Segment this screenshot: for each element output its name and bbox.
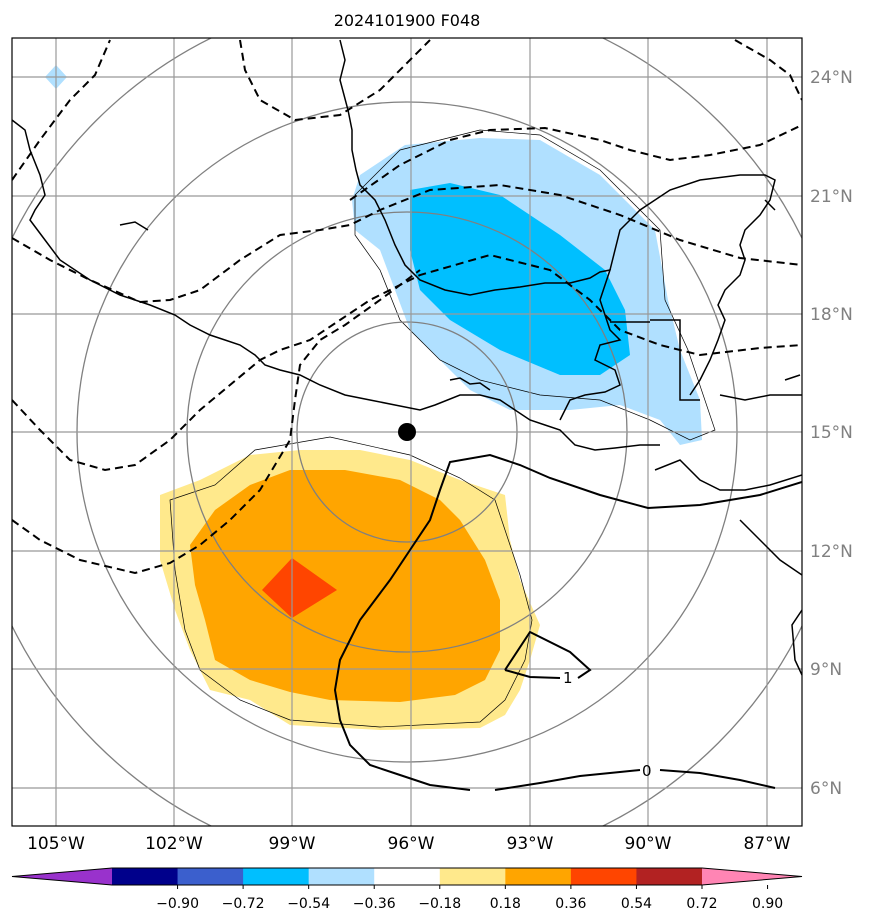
lon-label: 90°W bbox=[625, 834, 672, 854]
lat-label: 18°N bbox=[810, 305, 853, 325]
storm-center-marker bbox=[398, 423, 416, 441]
colorbar-segment bbox=[570, 868, 637, 885]
negative-anomaly-medium bbox=[410, 183, 630, 375]
colorbar-tick-label: 0.36 bbox=[555, 896, 586, 912]
colorbar-segment bbox=[112, 868, 179, 885]
colorbar-tick-label: 0.18 bbox=[490, 896, 521, 912]
positive-anomaly-medium bbox=[190, 470, 500, 702]
map-frame bbox=[11, 37, 803, 827]
colorbar-extend-high bbox=[702, 868, 802, 885]
colorbar-tick-label: −0.36 bbox=[353, 896, 396, 912]
contour-label-0: 0 bbox=[642, 762, 652, 780]
colorbar-tick-label: −0.90 bbox=[156, 896, 199, 912]
colorbar-tick-label: −0.18 bbox=[418, 896, 461, 912]
lon-label: 96°W bbox=[388, 834, 435, 854]
lat-label: 6°N bbox=[810, 779, 842, 799]
colorbar-segment bbox=[177, 868, 244, 885]
colorbar: −0.90 −0.72 −0.54 −0.36 −0.18 0.18 0.36 0.54 0.7… bbox=[11, 867, 803, 912]
lat-labels: 24°N 21°N 18°N 15°N 12°N 9°N 6°N bbox=[810, 68, 853, 799]
lon-label: 105°W bbox=[27, 834, 85, 854]
map-area: 1 0 bbox=[12, 38, 802, 826]
colorbar-segment bbox=[505, 868, 572, 885]
lat-label: 9°N bbox=[810, 660, 842, 680]
lon-label: 102°W bbox=[145, 834, 203, 854]
solid-contours bbox=[333, 453, 802, 791]
map-title: 2024101900 F048 bbox=[334, 11, 481, 30]
lat-label: 21°N bbox=[810, 187, 853, 207]
lon-label: 93°W bbox=[507, 834, 554, 854]
contour-label-1: 1 bbox=[563, 669, 573, 687]
lon-label: 87°W bbox=[744, 834, 791, 854]
colorbar-extend-low bbox=[12, 868, 112, 885]
lat-label: 24°N bbox=[810, 68, 853, 88]
colorbar-segment bbox=[374, 868, 441, 885]
lon-label: 99°W bbox=[269, 834, 316, 854]
coastlines bbox=[12, 39, 802, 676]
lon-labels: 105°W 102°W 99°W 96°W 93°W 90°W 87°W bbox=[27, 834, 791, 854]
colorbar-tick-label: 0.54 bbox=[621, 896, 652, 912]
positive-anomaly-strong bbox=[262, 558, 337, 618]
dashed-contours bbox=[12, 39, 802, 575]
lat-label: 15°N bbox=[810, 423, 853, 443]
colorbar-tick-label: −0.54 bbox=[287, 896, 330, 912]
lat-label: 12°N bbox=[810, 542, 853, 562]
colorbar-segment bbox=[636, 868, 703, 885]
colorbar-tick-label: −0.72 bbox=[222, 896, 265, 912]
colorbar-tick-label: 0.72 bbox=[686, 896, 717, 912]
colorbar-segment bbox=[308, 868, 375, 885]
colorbar-segment bbox=[439, 868, 506, 885]
colorbar-tick-label: 0.90 bbox=[752, 896, 783, 912]
colorbar-segment bbox=[243, 868, 310, 885]
